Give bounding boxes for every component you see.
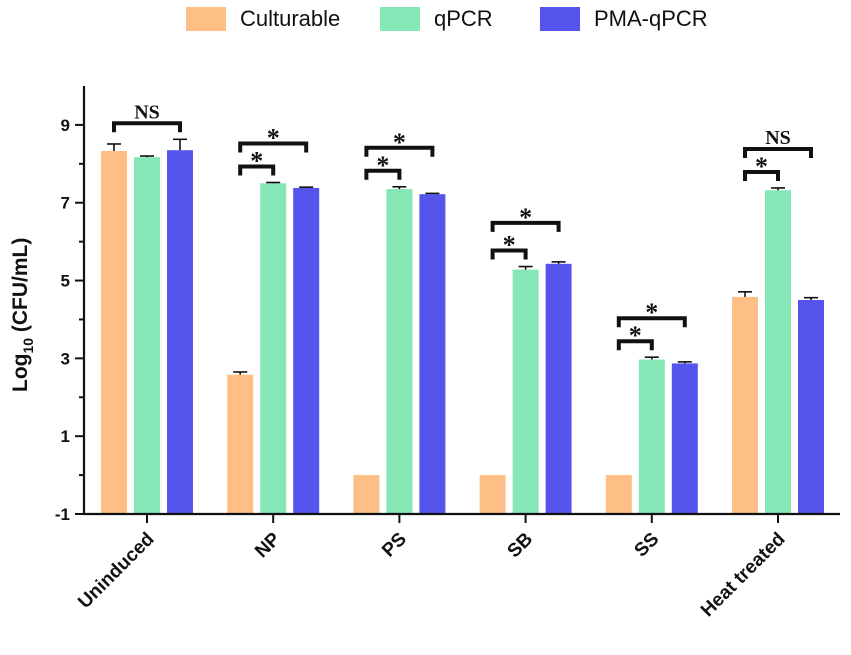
error-bar-uninduced-qpcr: [140, 155, 154, 158]
bracket-line: [490, 248, 528, 260]
significance-bracket-np-2: *: [238, 146, 276, 176]
significance-bracket-sb-7: *: [490, 203, 561, 232]
legend-item-culturable: Culturable: [186, 6, 340, 32]
bar-uninduced-pma-qpcr: [167, 150, 193, 514]
y-axis-label-subscript: 10: [20, 338, 36, 354]
y-tick-label: 1: [61, 427, 70, 446]
bar-uninduced-qpcr: [134, 157, 160, 514]
legend-swatch-qpcr: [380, 7, 420, 31]
error-bar-heat-treated-pma-qpcr: [804, 296, 818, 300]
bar-heat-treated-culturable: [732, 296, 758, 514]
significance-bracket-ps-5: *: [364, 128, 435, 157]
bracket-line: [743, 146, 813, 158]
y-tick-label: 7: [61, 194, 70, 213]
error-bar-ps-pma-qpcr: [425, 192, 440, 195]
error-bar-np-culturable: [233, 371, 248, 375]
bracket-line: [616, 339, 654, 351]
significance-star: *: [629, 321, 642, 350]
y-tick-label: -1: [55, 505, 70, 524]
bracket-line: [616, 316, 687, 328]
error-bar-heat-treated-qpcr: [771, 187, 785, 191]
significance-star: *: [393, 128, 406, 157]
bar-sb-culturable: [479, 475, 506, 514]
x-tick-label-sb: SB: [504, 529, 538, 563]
bar-ps-pma-qpcr: [419, 194, 446, 514]
legend-item-pma-qpcr: PMA-qPCR: [540, 6, 708, 32]
error-bar-uninduced-pma-qpcr: [173, 138, 187, 151]
significance-bracket-sb-6: *: [490, 231, 528, 260]
significance-star: *: [645, 298, 658, 327]
bar-ss-qpcr: [638, 359, 665, 514]
legend: Culturable qPCR PMA-qPCR: [0, 0, 851, 40]
bars-layer: [101, 138, 824, 515]
y-axis-label-main: Log: [9, 354, 32, 392]
significance-bracket-np-3: *: [238, 123, 309, 153]
significance-bracket-heat-treated-10: *: [743, 152, 780, 181]
bar-ss-pma-qpcr: [671, 363, 698, 514]
significance-star: *: [250, 146, 263, 175]
error-bar-heat-treated-culturable: [738, 291, 752, 297]
significance-bracket-uninduced-1: NS: [112, 101, 182, 133]
significance-bracket-heat-treated-11: NS: [743, 127, 813, 158]
significance-bracket-ss-9: *: [616, 298, 687, 328]
bracket-line: [238, 141, 309, 153]
legend-item-qpcr: qPCR: [380, 6, 493, 32]
x-tick-label-ps: PS: [378, 529, 411, 562]
bar-uninduced-culturable: [101, 150, 127, 514]
legend-swatch-pma-qpcr: [540, 7, 580, 31]
bar-sb-pma-qpcr: [545, 263, 572, 514]
significance-bracket-ps-4: *: [364, 151, 402, 180]
bracket-line: [364, 145, 435, 157]
legend-label-qpcr: qPCR: [434, 6, 493, 31]
bar-heat-treated-pma-qpcr: [798, 300, 824, 514]
bar-sb-qpcr: [512, 269, 539, 514]
y-axis-label-unit: (CFU/mL): [9, 238, 32, 338]
bracket-line: [112, 121, 182, 133]
error-bar-sb-qpcr: [518, 265, 533, 270]
legend-swatch-culturable: [186, 7, 226, 31]
error-bar-ss-qpcr: [644, 356, 659, 360]
error-bar-np-qpcr: [266, 181, 281, 184]
y-tick-label: 3: [61, 349, 70, 368]
error-bar-np-pma-qpcr: [299, 186, 314, 188]
significance-star: *: [519, 203, 532, 232]
error-bar-ps-qpcr: [392, 185, 407, 190]
bar-np-pma-qpcr: [293, 187, 320, 514]
y-axis-label: Log10 (CFU/mL): [9, 238, 36, 392]
y-tick-label: 9: [61, 116, 70, 135]
bracket-line: [364, 168, 402, 180]
bar-ss-culturable: [605, 475, 632, 514]
error-bar-ss-pma-qpcr: [677, 361, 692, 364]
bracket-line: [238, 164, 276, 176]
bar-heat-treated-qpcr: [765, 190, 791, 514]
legend-label-pma-qpcr: PMA-qPCR: [594, 6, 708, 31]
x-tick-label-uninduced: Uninduced: [74, 529, 158, 613]
bracket-line: [490, 220, 561, 232]
bar-np-qpcr: [260, 183, 287, 515]
significance-ns-label: NS: [134, 101, 160, 123]
significance-star: *: [755, 152, 768, 181]
bar-np-culturable: [227, 374, 254, 514]
x-tick-label-np: NP: [251, 528, 285, 562]
y-tick-label: 5: [61, 272, 70, 291]
bar-ps-culturable: [353, 475, 380, 514]
significance-layer: NS*********NS: [112, 101, 813, 351]
significance-star: *: [503, 231, 516, 260]
significance-ns-label: NS: [765, 127, 791, 149]
significance-star: *: [267, 123, 280, 152]
bar-ps-qpcr: [386, 189, 413, 515]
legend-label-culturable: Culturable: [240, 6, 341, 31]
bracket-line: [743, 169, 780, 181]
error-bar-uninduced-culturable: [107, 143, 121, 151]
significance-bracket-ss-8: *: [616, 321, 654, 351]
x-tick-label-ss: SS: [631, 529, 664, 562]
error-bar-sb-pma-qpcr: [551, 261, 566, 264]
significance-star: *: [376, 151, 389, 180]
x-tick-label-heat-treated: Heat treated: [697, 529, 790, 622]
